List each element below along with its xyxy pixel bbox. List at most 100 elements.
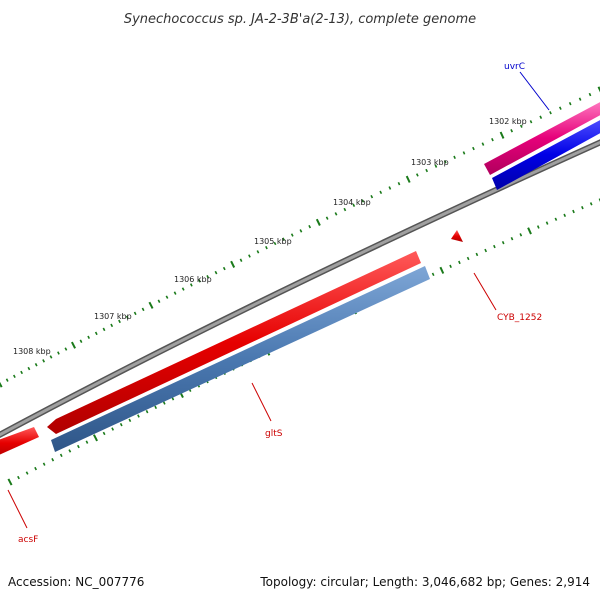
outer-ring-tick [519, 124, 523, 128]
outer-ring-tick [222, 266, 226, 271]
outer-ring-tick [529, 120, 533, 124]
inner-ring-tick [519, 233, 523, 237]
outer-ring-tick [214, 270, 218, 275]
inner-ring-tick [572, 209, 575, 214]
gene-gltS-feature[interactable] [47, 251, 421, 434]
reverse-features [51, 119, 600, 452]
inner-tick-ring [7, 198, 600, 486]
inner-ring-tick [137, 414, 140, 418]
outer-ring-tick [315, 218, 321, 226]
outer-ring-tick [558, 106, 562, 110]
inner-ring-tick [93, 434, 98, 442]
outer-ring-tick [206, 275, 210, 279]
outer-ring-tick [256, 250, 260, 254]
inner-ring-tick [475, 252, 479, 257]
outer-ring-tick [361, 199, 365, 203]
inner-ring-tick [7, 478, 13, 486]
map-title: Synechococcus sp. JA-2-3B'a(2-13), compl… [124, 12, 476, 27]
outer-ring-tick [27, 366, 31, 371]
outer-ring-tick [12, 374, 16, 378]
outer-ring-tick [148, 301, 154, 309]
outer-ring-tick [165, 295, 169, 299]
outer-ring-tick [102, 327, 106, 332]
inner-ring-tick [145, 409, 149, 414]
gene-label-gltS[interactable]: gltS [265, 429, 283, 439]
inner-ring-tick [527, 227, 532, 235]
forward-features [0, 101, 600, 459]
inner-ring-tick [119, 422, 123, 427]
inner-ring-tick [493, 244, 496, 249]
scale-label-1304: 1304 kbp [333, 198, 371, 207]
inner-ring-tick [51, 458, 55, 462]
outer-ring-tick [198, 279, 201, 283]
outer-ring-tick [34, 363, 38, 367]
inner-ring-tick [68, 449, 72, 453]
gene-leaders [7, 71, 550, 529]
inner-ring-tick [449, 264, 452, 269]
gene-label-CYB_1252[interactable]: CYB_1252 [497, 313, 542, 323]
inner-ring-tick [458, 260, 461, 265]
inner-ring-tick [431, 272, 435, 277]
outer-ring-tick [239, 258, 243, 262]
genome-summary-text: Topology: circular; Length: 3,046,682 bp… [259, 575, 590, 589]
cyb1252-arrow[interactable] [451, 230, 463, 242]
outer-ring-tick [405, 175, 411, 183]
outer-ring-tick [189, 283, 193, 287]
leader-uvrC [519, 71, 550, 111]
outer-ring-tick [42, 359, 46, 363]
outer-ring-tick [397, 181, 401, 186]
outer-ring-tick [453, 155, 456, 160]
inner-ring-tick [563, 213, 567, 218]
outer-ring-tick [64, 347, 68, 351]
gene-acsF-feature[interactable] [0, 427, 39, 459]
inner-ring-tick [545, 221, 549, 225]
outer-ring-tick [5, 378, 9, 382]
outer-ring-tick [273, 241, 277, 246]
outer-ring-tick [118, 319, 121, 324]
inner-ring-tick [25, 471, 29, 475]
outer-ring-tick [265, 245, 268, 250]
inner-ring-tick [59, 453, 63, 458]
gene-label-acsF[interactable]: acsF [18, 535, 38, 545]
outer-ring-tick [57, 351, 60, 355]
inner-ring-tick [581, 205, 584, 210]
inner-ring-tick [439, 266, 445, 274]
outer-ring-tick [110, 323, 114, 328]
outer-ring-tick [133, 311, 137, 316]
outer-ring-tick [325, 216, 329, 220]
inner-ring-tick [128, 418, 132, 423]
inner-ring-tick [510, 236, 514, 241]
inner-ring-tick [111, 427, 115, 431]
leader-gltS [251, 382, 272, 422]
scale-label-1303: 1303 kbp [411, 158, 449, 167]
outer-ring-tick [370, 194, 374, 199]
gene-uvrC-feature-outer[interactable] [484, 101, 600, 175]
outer-tick-ring [0, 86, 600, 388]
outer-ring-tick [539, 115, 543, 119]
outer-ring-tick [388, 186, 392, 190]
outer-ring-tick [510, 129, 514, 133]
outer-ring-tick [588, 92, 592, 97]
scale-label-1307: 1307 kbp [94, 312, 132, 321]
outer-ring-tick [568, 101, 572, 106]
gene-label-uvrC[interactable]: uvrC [504, 62, 525, 72]
outer-ring-tick [499, 131, 505, 139]
outer-ring-tick [248, 254, 251, 258]
outer-ring-tick [49, 355, 53, 359]
outer-ring-tick [173, 291, 177, 295]
inner-ring-tick [501, 240, 505, 245]
outer-ring-tick [290, 233, 294, 237]
gene-gltS-partner-feature[interactable] [51, 266, 430, 452]
gene-uvrC-feature-inner[interactable] [492, 119, 600, 190]
scale-labels: 1302 kbp 1303 kbp 1304 kbp 1305 kbp 1306… [13, 117, 527, 356]
outer-ring-tick [578, 97, 582, 101]
outer-ring-tick [141, 307, 145, 312]
outer-ring-tick [343, 207, 347, 212]
backbone-line [0, 140, 600, 437]
inner-ring-tick [34, 466, 38, 471]
outer-ring-tick [443, 160, 447, 164]
inner-ring-tick [17, 475, 20, 480]
inner-ring-tick [171, 397, 175, 401]
genome-backbone [0, 139, 600, 439]
